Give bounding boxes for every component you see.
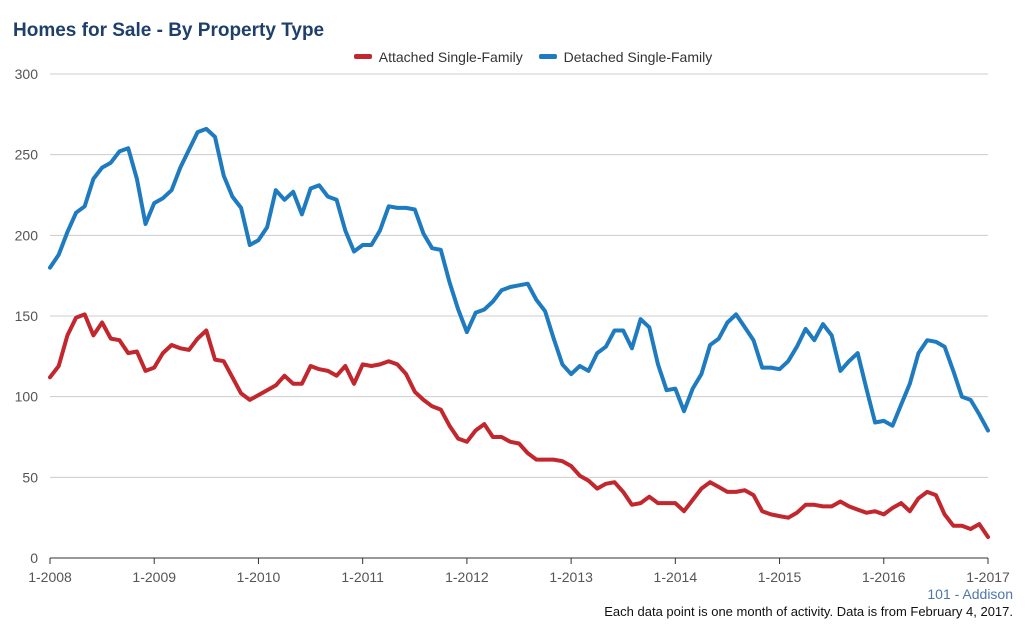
legend-swatch-attached [353, 54, 372, 59]
y-tick-label: 100 [15, 389, 39, 405]
legend-label-detached: Detached Single-Family [563, 48, 713, 65]
y-tick-label: 50 [22, 469, 38, 485]
x-tick-label: 1-2008 [28, 569, 72, 585]
x-tick-label: 1-2009 [132, 569, 176, 585]
y-tick-label: 0 [30, 550, 38, 566]
y-tick-label: 150 [15, 308, 39, 324]
series-line-attached [48, 312, 990, 539]
x-tick-label: 1-2016 [862, 569, 906, 585]
legend-label-attached: Attached Single-Family [378, 48, 523, 65]
x-tick-label: 1-2012 [445, 569, 489, 585]
x-tick-label: 1-2014 [654, 569, 698, 585]
x-tick-label: 1-2010 [237, 569, 281, 585]
legend-item-detached[interactable]: Detached Single-Family [538, 48, 713, 65]
y-tick-label: 250 [15, 147, 39, 163]
x-tick-label: 1-2017 [966, 569, 1010, 585]
y-tick-label: 300 [15, 66, 39, 82]
legend-swatch-detached [538, 54, 557, 59]
x-tick-label: 1-2013 [549, 569, 593, 585]
x-tick-label: 1-2011 [341, 569, 384, 585]
legend-item-attached[interactable]: Attached Single-Family [353, 48, 523, 65]
region-label: 101 - Addison [927, 586, 1013, 602]
series-line-detached [48, 126, 990, 433]
y-tick-label: 200 [15, 227, 39, 243]
footnote: Each data point is one month of activity… [604, 604, 1013, 619]
x-tick-label: 1-2015 [758, 569, 802, 585]
chart-title: Homes for Sale - By Property Type [13, 20, 325, 41]
legend: Attached Single-Family Detached Single-F… [0, 46, 1028, 65]
